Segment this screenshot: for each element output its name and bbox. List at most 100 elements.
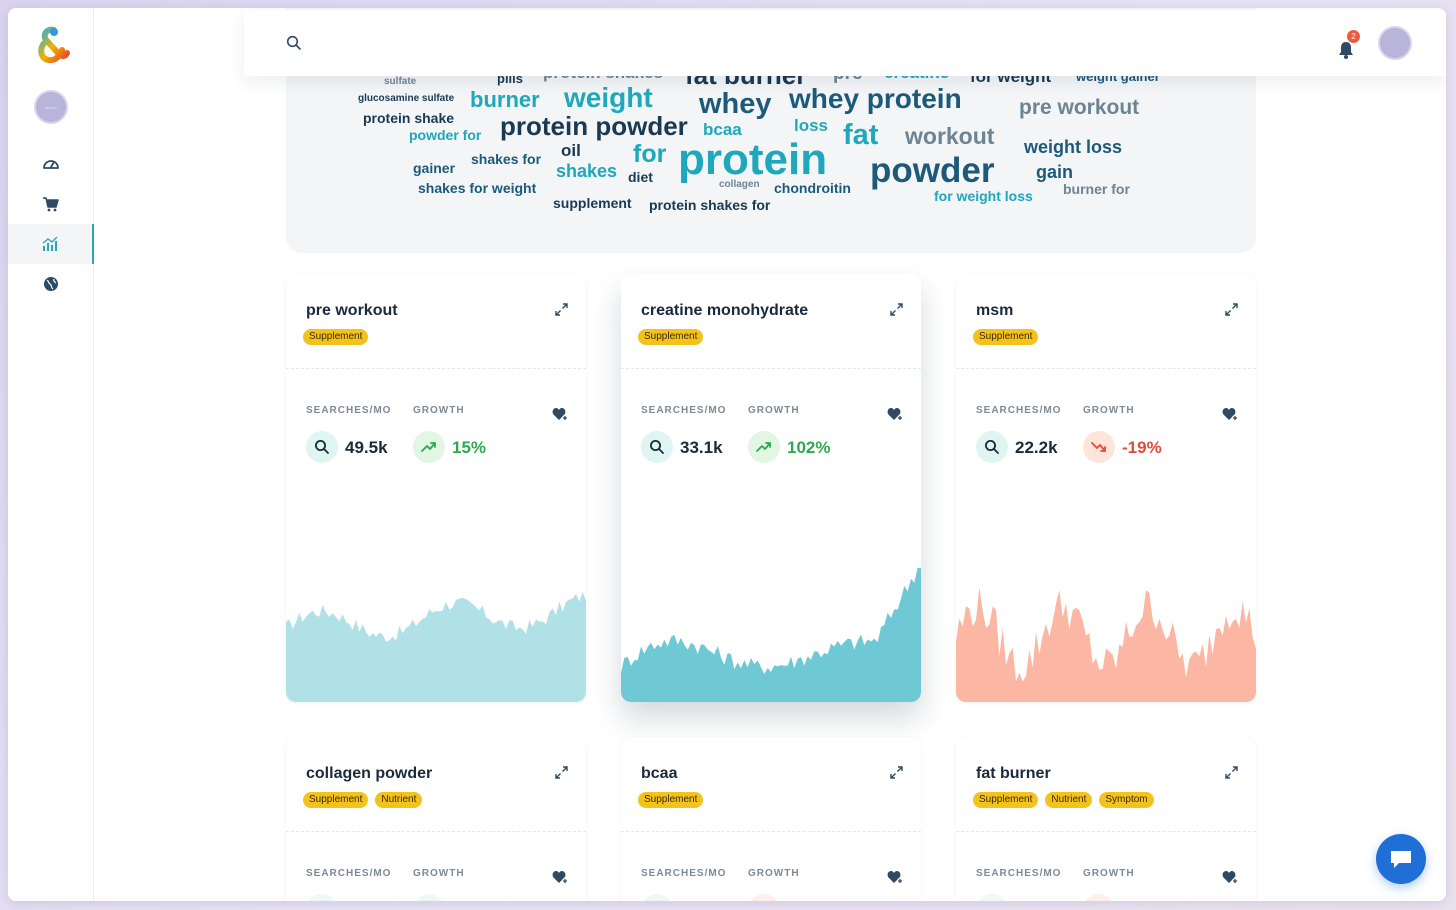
heart-add-icon[interactable]: [1222, 870, 1238, 884]
sidebar-item-cart[interactable]: [8, 184, 94, 224]
word-cloud-word[interactable]: loss: [794, 116, 829, 135]
search-icon: [286, 35, 301, 50]
word-cloud-word[interactable]: gain: [1036, 162, 1074, 182]
card-divider: [956, 831, 1256, 832]
growth-badge: [413, 431, 445, 463]
searches-badge: [306, 431, 338, 463]
word-cloud-word[interactable]: glucosamine sulfate: [358, 93, 455, 104]
card-divider: [286, 831, 586, 832]
card-title[interactable]: fat burner: [976, 765, 1051, 782]
trend-card[interactable]: collagen powder Supplement Nutrient SEARCH…: [286, 737, 586, 901]
word-cloud-word[interactable]: bcaa: [703, 120, 742, 139]
growth-badge: [1083, 894, 1115, 901]
header-user-avatar[interactable]: [1378, 26, 1412, 60]
card-title[interactable]: collagen powder: [306, 765, 433, 782]
word-cloud-word[interactable]: burner: [470, 87, 540, 112]
category-tag[interactable]: Supplement: [973, 792, 1039, 808]
searches-badge: [976, 894, 1008, 901]
trend-card[interactable]: creatine monohydrate Supplement SEARCHES/…: [621, 274, 921, 702]
trend-area: [621, 567, 921, 702]
notification-badge: 2: [1347, 30, 1360, 43]
word-cloud-word[interactable]: weight: [564, 82, 653, 113]
word-cloud-word[interactable]: burner for: [1063, 181, 1130, 197]
category-tag[interactable]: Supplement: [973, 329, 1039, 345]
dashboard-gauge-icon: [43, 160, 59, 169]
heart-add-icon[interactable]: [887, 870, 903, 884]
word-cloud-word[interactable]: powder for: [409, 127, 482, 143]
searches-value: 33.1k: [680, 438, 723, 457]
category-tag[interactable]: Supplement: [638, 792, 704, 808]
sidebar-item-global[interactable]: [8, 264, 94, 304]
sidebar-item-trends[interactable]: [8, 224, 94, 264]
word-cloud-word[interactable]: chondroitin: [774, 180, 851, 196]
search-icon: [985, 440, 999, 454]
word-cloud-word[interactable]: workout: [905, 123, 995, 149]
expand-icon[interactable]: [1225, 303, 1238, 316]
word-cloud-word[interactable]: protein shake: [363, 110, 455, 126]
bell-icon[interactable]: [1336, 40, 1356, 60]
search-trend-chart[interactable]: [621, 552, 921, 702]
searches-label: SEARCHES/MO: [976, 405, 1062, 416]
card-title[interactable]: msm: [976, 302, 1014, 319]
search-icon: [650, 440, 664, 454]
search-input[interactable]: [310, 30, 910, 56]
category-tag[interactable]: Nutrient: [1045, 792, 1093, 808]
expand-icon[interactable]: [555, 303, 568, 316]
word-cloud-word[interactable]: protein shakes for: [649, 197, 771, 213]
expand-icon[interactable]: [890, 766, 903, 779]
card-title[interactable]: bcaa: [641, 765, 678, 782]
search-trend-chart[interactable]: [956, 552, 1256, 702]
word-cloud-word[interactable]: collagen: [719, 179, 760, 190]
word-cloud-word[interactable]: oil: [561, 141, 581, 160]
chat-bubble-icon: [1391, 851, 1411, 868]
growth-badge: [748, 431, 780, 463]
chat-button[interactable]: [1376, 834, 1426, 884]
top-header: 2: [244, 10, 1446, 76]
searches-label: SEARCHES/MO: [306, 405, 392, 416]
search-trend-chart[interactable]: [286, 552, 586, 702]
expand-icon[interactable]: [890, 303, 903, 316]
word-cloud-word[interactable]: for: [633, 140, 667, 168]
expand-icon[interactable]: [555, 766, 568, 779]
word-cloud-word[interactable]: whey: [699, 88, 772, 120]
word-cloud-word[interactable]: shakes for: [471, 151, 542, 167]
trend-card[interactable]: bcaa Supplement SEARCHES/MO GROWTH: [621, 737, 921, 901]
word-cloud-word[interactable]: pre workout: [1019, 96, 1140, 119]
category-tag[interactable]: Supplement: [303, 329, 369, 345]
category-tag[interactable]: Symptom: [1099, 792, 1154, 808]
word-cloud-word[interactable]: for weight loss: [934, 188, 1033, 204]
sidebar-item-dashboard[interactable]: [8, 144, 94, 184]
trend-card[interactable]: msm Supplement SEARCHES/MO GROWTH 22.2k -1…: [956, 274, 1256, 702]
card-title[interactable]: pre workout: [306, 302, 398, 319]
card-title[interactable]: creatine monohydrate: [641, 302, 809, 319]
word-cloud-word[interactable]: gainer: [413, 160, 456, 176]
globe-icon: [44, 277, 58, 291]
category-tag[interactable]: Supplement: [303, 792, 369, 808]
user-avatar[interactable]: •••••••: [34, 90, 68, 124]
word-cloud-word[interactable]: supplement: [553, 195, 632, 211]
heart-add-icon[interactable]: [1222, 407, 1238, 421]
word-cloud-word[interactable]: shakes for weight: [418, 180, 537, 196]
trend-card[interactable]: pre workout Supplement SEARCHES/MO GROWTH …: [286, 274, 586, 702]
word-cloud-word[interactable]: powder: [870, 151, 995, 190]
word-cloud-word[interactable]: protein: [678, 135, 828, 184]
category-tag[interactable]: Supplement: [638, 329, 704, 345]
ampersand-logo-icon[interactable]: [34, 26, 70, 66]
growth-badge: [748, 894, 780, 901]
trend-card[interactable]: fat burner Supplement Nutrient Symptom SEAR…: [956, 737, 1256, 901]
word-cloud-word[interactable]: protein powder: [500, 111, 688, 141]
word-cloud-word[interactable]: whey protein: [789, 83, 962, 114]
word-cloud-word[interactable]: fat: [843, 119, 879, 151]
expand-icon[interactable]: [1225, 766, 1238, 779]
word-cloud-word[interactable]: sulfate: [384, 76, 417, 87]
heart-add-icon[interactable]: [887, 407, 903, 421]
category-tag[interactable]: Nutrient: [375, 792, 423, 808]
trending-down-icon: [1091, 442, 1106, 452]
word-cloud-word[interactable]: weight loss: [1024, 137, 1123, 157]
heart-add-icon[interactable]: [552, 870, 568, 884]
growth-value: 15%: [452, 438, 487, 457]
trending-up-icon: [756, 442, 771, 452]
word-cloud-word[interactable]: diet: [628, 169, 653, 185]
word-cloud-word[interactable]: shakes: [556, 161, 618, 181]
heart-add-icon[interactable]: [552, 407, 568, 421]
